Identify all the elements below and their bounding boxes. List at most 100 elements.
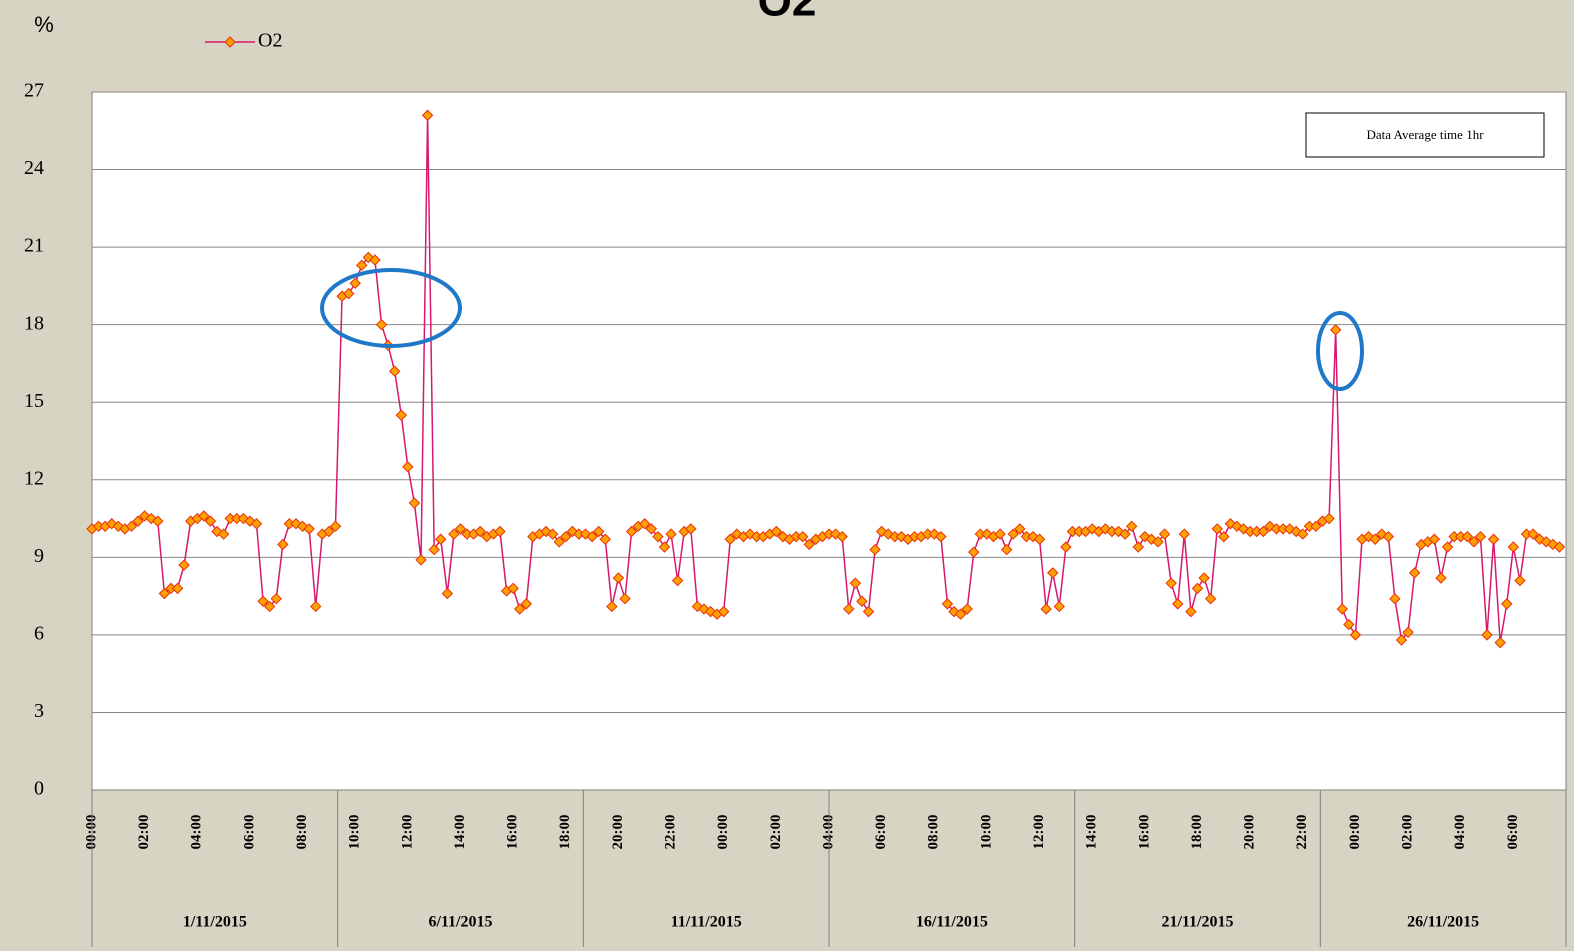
x-tick-label: 04:00 bbox=[820, 815, 836, 850]
data-point bbox=[1204, 592, 1217, 605]
data-point bbox=[1349, 629, 1362, 641]
data-point bbox=[1494, 636, 1506, 649]
x-tick-label: 20:00 bbox=[1242, 815, 1258, 850]
data-point bbox=[1185, 605, 1197, 618]
y-axis-label: % bbox=[34, 12, 54, 37]
data-point bbox=[1461, 530, 1474, 543]
y-tick-label: 24 bbox=[24, 157, 44, 179]
data-point bbox=[718, 605, 730, 618]
annotation: Data Average time 1hr bbox=[1366, 127, 1484, 142]
x-tick-label: 14:00 bbox=[1084, 815, 1100, 850]
data-point bbox=[671, 574, 684, 587]
data-point bbox=[1507, 541, 1520, 553]
data-point bbox=[1132, 541, 1144, 553]
y-tick-label: 6 bbox=[34, 622, 44, 644]
x-tick-label: 16:00 bbox=[1136, 815, 1152, 850]
data-point bbox=[435, 533, 447, 545]
x-tick-label: 12:00 bbox=[399, 815, 415, 850]
x-tick-label: 06:00 bbox=[241, 815, 257, 850]
data-point bbox=[1060, 541, 1072, 553]
data-point bbox=[1000, 543, 1013, 556]
y-tick-label: 9 bbox=[34, 545, 44, 567]
data-point bbox=[645, 523, 658, 535]
data-point bbox=[1310, 520, 1322, 533]
data-point bbox=[1033, 533, 1046, 545]
data-point bbox=[1487, 533, 1500, 545]
data-point bbox=[310, 600, 322, 613]
data-point bbox=[560, 530, 572, 543]
data-point bbox=[1343, 618, 1355, 631]
chart-title: O2 bbox=[758, 0, 817, 26]
data-point bbox=[619, 592, 631, 605]
data-point bbox=[961, 603, 973, 615]
highlight-ellipse bbox=[1316, 311, 1364, 391]
data-point bbox=[520, 598, 533, 610]
x-tick-label: 06:00 bbox=[873, 815, 889, 850]
data-point bbox=[356, 259, 368, 271]
x-tick-label: 10:00 bbox=[347, 815, 363, 850]
data-point bbox=[1257, 525, 1270, 538]
x-tick-label: 12:00 bbox=[1031, 815, 1047, 850]
data-point bbox=[1125, 520, 1138, 533]
x-tick-label: 20:00 bbox=[610, 815, 626, 850]
group-label: 6/11/2015 bbox=[428, 914, 492, 931]
data-point bbox=[257, 595, 269, 607]
data-point bbox=[1382, 530, 1395, 543]
data-point bbox=[843, 603, 855, 615]
grid bbox=[92, 91, 1566, 713]
legend-label: O2 bbox=[258, 30, 282, 52]
data-point bbox=[402, 461, 414, 473]
x-tick-label: 08:00 bbox=[926, 815, 942, 850]
data-point bbox=[1395, 634, 1408, 646]
data-point bbox=[448, 528, 460, 540]
data-point bbox=[796, 530, 809, 543]
data-point bbox=[1329, 324, 1342, 336]
data-point bbox=[1218, 530, 1230, 543]
data-point bbox=[1369, 533, 1381, 545]
data-point bbox=[125, 520, 138, 533]
data-point bbox=[606, 600, 618, 613]
data-point bbox=[586, 530, 598, 543]
x-tick-label: 00:00 bbox=[715, 815, 731, 850]
legend-marker bbox=[224, 36, 236, 48]
data-point bbox=[329, 520, 342, 533]
data-point bbox=[323, 525, 335, 538]
data-point bbox=[1165, 577, 1177, 589]
x-tick-label: 02:00 bbox=[136, 815, 152, 850]
x-tick-label: 08:00 bbox=[294, 815, 310, 850]
group-label: 21/11/2015 bbox=[1161, 914, 1233, 931]
data-point bbox=[553, 536, 565, 548]
data-point bbox=[849, 577, 862, 589]
data-point bbox=[836, 530, 848, 543]
x-tick-label: 02:00 bbox=[1400, 815, 1416, 850]
x-tick-label: 10:00 bbox=[978, 815, 994, 850]
y-tick-label: 3 bbox=[34, 700, 44, 722]
data-point bbox=[369, 254, 381, 266]
data-point bbox=[658, 541, 671, 553]
data-point bbox=[1014, 523, 1026, 535]
data-point bbox=[428, 543, 440, 556]
data-point bbox=[968, 546, 980, 558]
x-tick-label: 04:00 bbox=[1452, 815, 1468, 850]
x-tick-label: 22:00 bbox=[1294, 815, 1310, 850]
data-point bbox=[1336, 603, 1348, 615]
x-tick-label: 14:00 bbox=[452, 815, 468, 850]
y-tick-label: 27 bbox=[24, 80, 44, 102]
data-point bbox=[1323, 512, 1335, 525]
data-point bbox=[599, 533, 611, 545]
x-tick-label: 00:00 bbox=[1347, 815, 1363, 850]
data-point bbox=[263, 600, 276, 613]
data-point bbox=[770, 525, 783, 538]
data-point bbox=[1428, 533, 1441, 545]
y-tick-label: 15 bbox=[24, 390, 44, 412]
x-tick-label: 18:00 bbox=[1189, 815, 1205, 850]
annotation-box bbox=[1305, 112, 1545, 158]
data-point bbox=[592, 525, 605, 538]
data-point bbox=[270, 592, 282, 605]
y-tick-label: 18 bbox=[24, 312, 44, 334]
data-point bbox=[665, 528, 677, 540]
data-point bbox=[250, 518, 263, 530]
data-point bbox=[1501, 598, 1513, 610]
data-point bbox=[494, 525, 506, 538]
